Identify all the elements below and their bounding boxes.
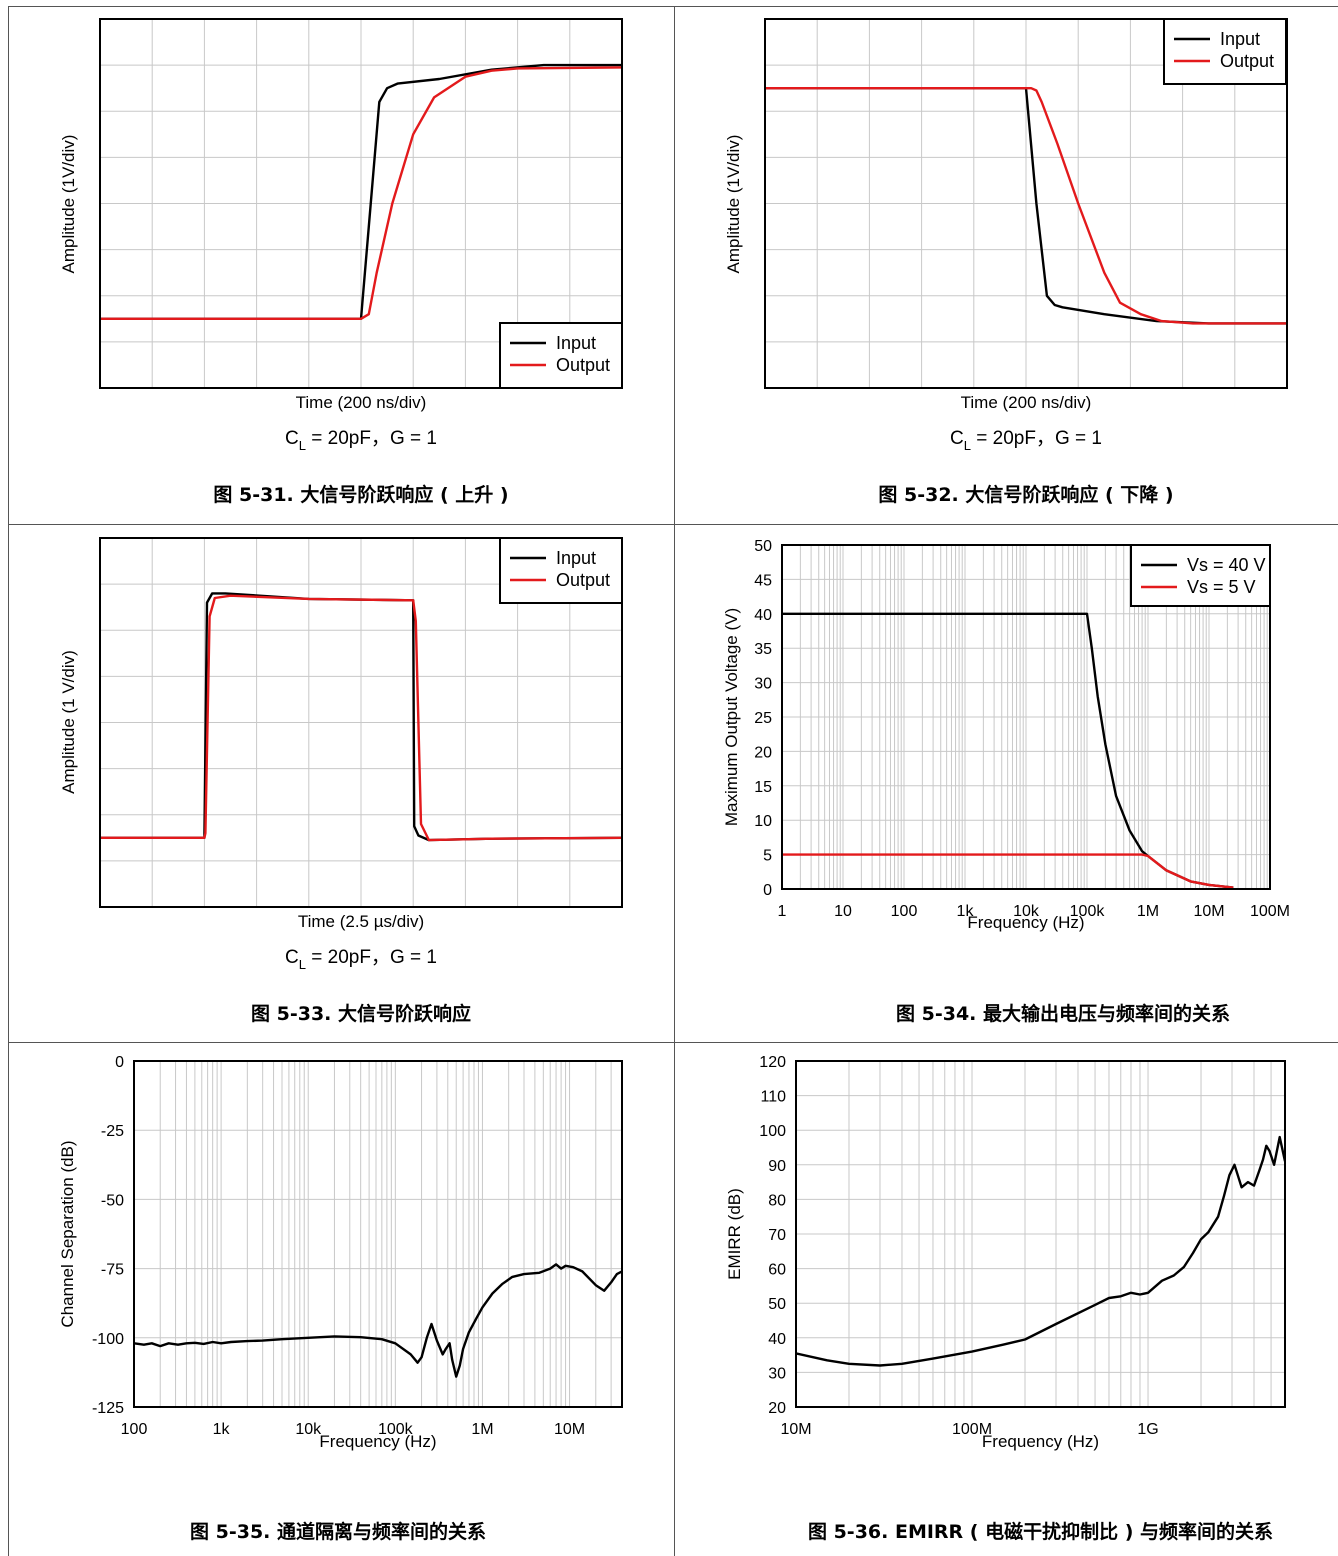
x-tick-label: 1M — [471, 1421, 493, 1438]
figure-caption: 图 5-33. 大信号阶跃响应 — [251, 1002, 471, 1025]
gridlines — [134, 1061, 622, 1407]
y-tick-label: -100 — [92, 1331, 124, 1348]
x-axis-title: Time (2.5 µs/div) — [298, 912, 424, 931]
y-tick-label: 40 — [754, 607, 772, 624]
x-axis-title: Frequency (Hz) — [319, 1432, 436, 1451]
y-tick-label: 25 — [754, 710, 772, 727]
y-tick-label: 50 — [768, 1296, 786, 1313]
y-tick-label: 90 — [768, 1158, 786, 1175]
y-axis-title: Amplitude (1V/div) — [724, 135, 743, 274]
x-axis-title: Time (200 ns/div) — [296, 393, 427, 412]
y-tick-label: 60 — [768, 1262, 786, 1279]
y-tick-label: 10 — [754, 813, 772, 830]
gridlines — [796, 1061, 1285, 1407]
x-tick-label: 10k — [295, 1421, 322, 1438]
y-tick-label: 0 — [763, 882, 772, 899]
y-tick-label: 15 — [754, 779, 772, 796]
y-tick-label: 120 — [759, 1054, 786, 1071]
x-tick-label: 100 — [891, 903, 918, 920]
fig-5-35: 100 1k 10k 100k 1M 10M -125 -100 -75 -50 -25 0 Frequ… — [58, 1054, 622, 1543]
y-axis-title: Channel Separation (dB) — [58, 1140, 77, 1327]
figure-cell-5 — [9, 1043, 675, 1556]
figure-caption: 图 5-34. 最大输出电压与频率间的关系 — [896, 1002, 1230, 1025]
x-axis-title: Frequency (Hz) — [982, 1432, 1099, 1451]
legend-label: Input — [556, 333, 596, 353]
x-tick-label: 1k — [213, 1421, 231, 1438]
x-tick-label: 10M — [780, 1421, 811, 1438]
x-tick-label: 100 — [121, 1421, 148, 1438]
x-axis-title: Frequency (Hz) — [967, 913, 1084, 932]
figure-caption: 图 5-35. 通道隔离与频率间的关系 — [190, 1520, 486, 1543]
y-tick-label: 45 — [754, 572, 772, 589]
legend: Vs = 40 VVs = 5 V — [1131, 545, 1270, 606]
legend-label: Output — [556, 355, 610, 375]
figure-caption: 图 5-31. 大信号阶跃响应 ( 上升 ) — [213, 483, 508, 506]
y-axis-title: EMIRR (dB) — [725, 1188, 744, 1280]
y-tick-label: 110 — [760, 1089, 786, 1106]
figure-caption: 图 5-36. EMIRR ( 电磁干扰抑制比 ) 与频率间的关系 — [808, 1520, 1273, 1543]
legend-label: Input — [1220, 29, 1260, 49]
y-tick-label: -75 — [101, 1262, 124, 1279]
test-condition: CL = 20pF，G = 1 — [950, 428, 1102, 453]
y-tick-label: 40 — [768, 1331, 786, 1348]
fig-5-32: Time (200 ns/div) Amplitude (1V/div) CL = … — [724, 19, 1287, 506]
x-tick-label: 100M — [1250, 903, 1290, 920]
fig-5-33: Time (2.5 µs/div) Amplitude (1 V/div) CL =… — [59, 538, 622, 1025]
legend-label: Output — [556, 570, 610, 590]
y-tick-label: -125 — [92, 1400, 124, 1417]
y-axis-title: Amplitude (1V/div) — [59, 135, 78, 274]
legend-label: Input — [556, 548, 596, 568]
y-axis-title: Amplitude (1 V/div) — [59, 650, 78, 794]
x-axis-title: Time (200 ns/div) — [961, 393, 1092, 412]
legend-label: Vs = 40 V — [1187, 555, 1266, 575]
test-condition: CL = 20pF，G = 1 — [285, 947, 437, 972]
test-condition: CL = 20pF，G = 1 — [285, 428, 437, 453]
figure-caption: 图 5-32. 大信号阶跃响应 ( 下降 ) — [878, 483, 1173, 506]
x-tick-label: 1G — [1137, 1421, 1158, 1438]
fig-5-34: 1 10 100 1k 10k 100k 1M 10M 100M 0 5 10 15 20 25 30 35 40… — [722, 538, 1290, 1025]
x-tick-label: 10M — [554, 1421, 585, 1438]
y-tick-label: 30 — [754, 676, 772, 693]
y-tick-label: 35 — [754, 641, 772, 658]
series-line-0 — [796, 1137, 1285, 1365]
legend-label: Output — [1220, 51, 1274, 71]
y-tick-label: 80 — [768, 1192, 786, 1209]
y-tick-label: 70 — [768, 1227, 786, 1244]
x-tick-label: 10M — [1193, 903, 1224, 920]
y-tick-label: 20 — [754, 744, 772, 761]
y-axis-title: Maximum Output Voltage (V) — [722, 608, 741, 826]
y-tick-label: 50 — [754, 538, 772, 555]
y-tick-label: 30 — [768, 1365, 786, 1382]
fig-5-31: Time (200 ns/div) Amplitude (1V/div) CL = … — [59, 19, 622, 506]
x-tick-label: 1 — [778, 903, 787, 920]
x-tick-label: 10 — [834, 903, 852, 920]
y-tick-label: 20 — [768, 1400, 786, 1417]
fig-5-36: 10M 100M 1G 20 30 40 50 60 70 80 90 100 110 120 Freque… — [725, 1054, 1285, 1543]
y-tick-label: 0 — [115, 1054, 124, 1071]
y-tick-label: 5 — [763, 848, 772, 865]
y-tick-label: -25 — [101, 1123, 124, 1140]
x-tick-label: 1M — [1137, 903, 1159, 920]
y-tick-label: 100 — [759, 1123, 786, 1140]
y-tick-label: -50 — [101, 1192, 124, 1209]
legend-label: Vs = 5 V — [1187, 577, 1256, 597]
